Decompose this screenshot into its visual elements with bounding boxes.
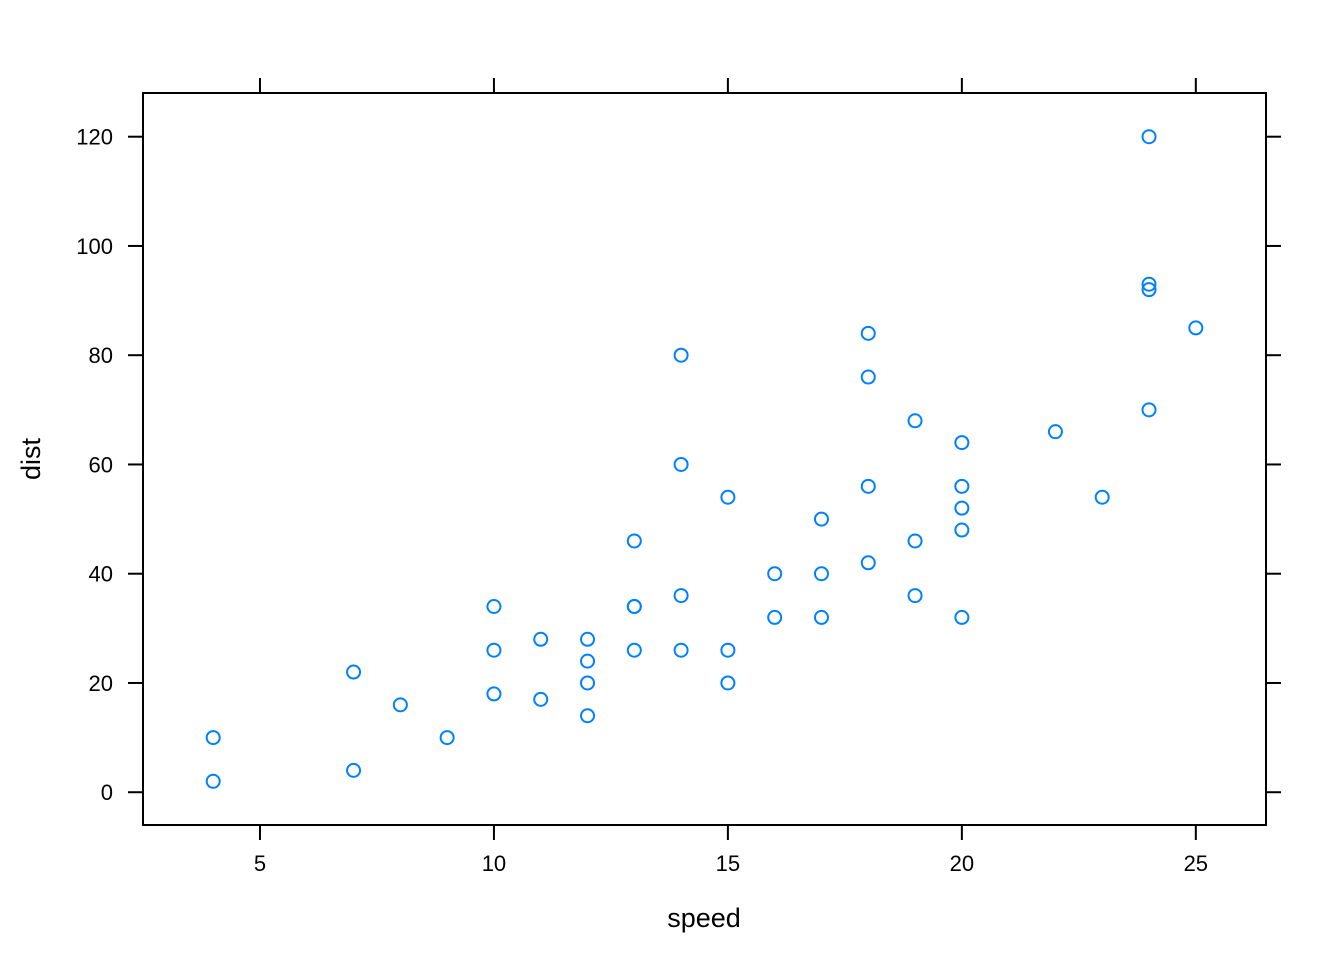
data-point (580, 708, 596, 724)
data-point (626, 642, 642, 658)
data-point (580, 631, 596, 647)
data-point (813, 609, 829, 625)
data-point (954, 609, 970, 625)
data-point (907, 588, 923, 604)
data-point (673, 456, 689, 472)
data-point (580, 653, 596, 669)
data-points (205, 129, 1204, 789)
data-point (1188, 320, 1204, 336)
data-point (767, 566, 783, 582)
data-point (486, 642, 502, 658)
data-point (346, 664, 362, 680)
data-point (720, 675, 736, 691)
y-tick-label: 60 (89, 452, 113, 477)
plot-frame (142, 92, 1267, 826)
data-point (954, 435, 970, 451)
data-point (860, 478, 876, 494)
data-point (813, 511, 829, 527)
data-point (580, 675, 596, 691)
data-point (954, 478, 970, 494)
data-point (907, 413, 923, 429)
data-point (205, 730, 221, 746)
data-point (533, 691, 549, 707)
y-tick-label: 80 (89, 343, 113, 368)
data-point (1141, 402, 1157, 418)
y-tick-label: 40 (89, 562, 113, 587)
x-tick-label: 20 (950, 851, 974, 876)
y-tick-label: 100 (76, 234, 113, 259)
data-point (767, 609, 783, 625)
data-point (860, 325, 876, 341)
data-point (486, 598, 502, 614)
data-point (1141, 276, 1157, 292)
data-point (533, 631, 549, 647)
data-point (346, 762, 362, 778)
data-point (954, 500, 970, 516)
data-point (673, 642, 689, 658)
data-point (626, 598, 642, 614)
data-point (1141, 282, 1157, 298)
data-point (954, 522, 970, 538)
data-point (907, 533, 923, 549)
data-point (626, 533, 642, 549)
x-tick-label: 15 (716, 851, 740, 876)
data-point (392, 697, 408, 713)
y-axis-title: dist (16, 438, 46, 481)
data-point (720, 489, 736, 505)
data-point (673, 347, 689, 363)
y-tick-label: 120 (76, 125, 113, 150)
data-point (860, 555, 876, 571)
data-point (1094, 489, 1110, 505)
x-axis-title: speed (667, 903, 741, 933)
data-point (813, 566, 829, 582)
y-axis: 0 20 40 60 80 100 120 (76, 125, 1281, 805)
data-point (1047, 424, 1063, 440)
data-point (673, 588, 689, 604)
data-point (860, 369, 876, 385)
x-tick-label: 5 (254, 851, 266, 876)
x-axis: 5 10 15 20 25 (254, 78, 1208, 876)
data-point (1141, 129, 1157, 145)
data-point (205, 773, 221, 789)
data-point (439, 730, 455, 746)
y-tick-label: 0 (101, 780, 113, 805)
data-point (486, 686, 502, 702)
y-tick-label: 20 (89, 671, 113, 696)
x-tick-label: 25 (1184, 851, 1208, 876)
data-point (720, 642, 736, 658)
x-tick-label: 10 (482, 851, 506, 876)
